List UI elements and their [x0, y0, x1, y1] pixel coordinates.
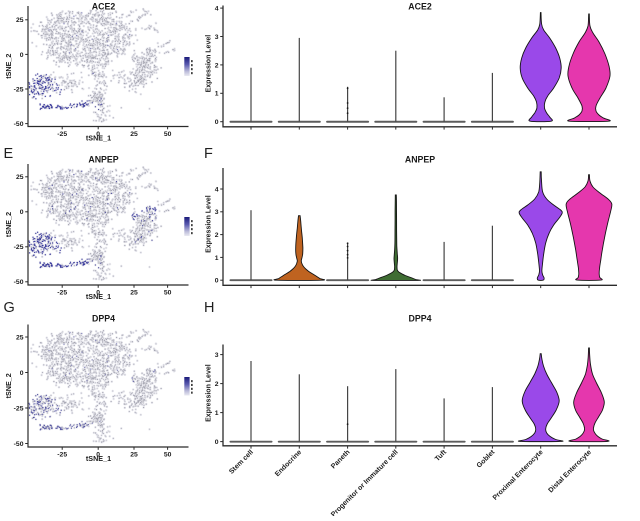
- svg-text:2: 2: [215, 62, 219, 69]
- svg-text:25: 25: [16, 174, 24, 181]
- svg-text:25: 25: [130, 289, 138, 296]
- svg-text:25: 25: [16, 17, 24, 24]
- svg-text:tSNE_2: tSNE_2: [4, 373, 13, 398]
- svg-text:Expression Level: Expression Level: [206, 364, 213, 422]
- svg-text:50: 50: [164, 289, 172, 296]
- svg-text:E: E: [4, 146, 14, 162]
- svg-text:tSNE_2: tSNE_2: [4, 212, 13, 237]
- svg-text:50: 50: [164, 131, 172, 138]
- svg-text:ANPEP: ANPEP: [405, 154, 435, 164]
- svg-text:1: 1: [215, 410, 219, 417]
- svg-text:0: 0: [96, 451, 100, 458]
- svg-text:4: 4: [215, 186, 219, 193]
- svg-text:-50: -50: [14, 279, 24, 286]
- svg-text:Expression Level: Expression Level: [206, 35, 213, 93]
- svg-text:ACE2: ACE2: [92, 1, 116, 11]
- svg-text:-25: -25: [14, 86, 24, 93]
- svg-text:tSNE_2: tSNE_2: [4, 54, 13, 79]
- svg-text:0: 0: [215, 278, 219, 285]
- svg-text:ANPEP: ANPEP: [88, 154, 118, 164]
- svg-text:tSNE_1: tSNE_1: [86, 454, 111, 463]
- svg-text:0: 0: [96, 131, 100, 138]
- svg-text:G: G: [4, 300, 15, 316]
- svg-text:-50: -50: [14, 441, 24, 448]
- svg-text:Expression Level: Expression Level: [206, 195, 213, 253]
- svg-text:-50: -50: [14, 121, 24, 128]
- svg-text:-25: -25: [57, 289, 67, 296]
- svg-text:0: 0: [96, 289, 100, 296]
- svg-text:3: 3: [215, 209, 219, 216]
- svg-text:3: 3: [215, 34, 219, 41]
- svg-text:0: 0: [215, 119, 219, 126]
- svg-text:1: 1: [215, 91, 219, 98]
- svg-text:H: H: [204, 300, 214, 316]
- svg-text:2: 2: [215, 232, 219, 239]
- svg-text:-25: -25: [14, 244, 24, 251]
- svg-text:F: F: [204, 146, 213, 162]
- svg-text:0: 0: [215, 439, 219, 446]
- svg-text:4: 4: [215, 6, 219, 13]
- svg-text:3: 3: [215, 352, 219, 359]
- svg-text:1: 1: [215, 255, 219, 262]
- svg-text:25: 25: [16, 334, 24, 341]
- svg-text:DPP4: DPP4: [409, 313, 432, 323]
- svg-text:0: 0: [20, 52, 24, 59]
- svg-text:25: 25: [130, 451, 138, 458]
- svg-text:2: 2: [215, 381, 219, 388]
- svg-text:0: 0: [20, 209, 24, 216]
- svg-text:tSNE_1: tSNE_1: [86, 133, 111, 142]
- svg-text:-25: -25: [57, 451, 67, 458]
- svg-text:-25: -25: [57, 131, 67, 138]
- svg-text:tSNE_1: tSNE_1: [86, 292, 111, 301]
- svg-text:0: 0: [20, 370, 24, 377]
- svg-text:DPP4: DPP4: [92, 313, 115, 323]
- svg-text:ACE2: ACE2: [408, 1, 432, 11]
- svg-text:50: 50: [164, 451, 172, 458]
- svg-text:-25: -25: [14, 405, 24, 412]
- svg-text:25: 25: [130, 131, 138, 138]
